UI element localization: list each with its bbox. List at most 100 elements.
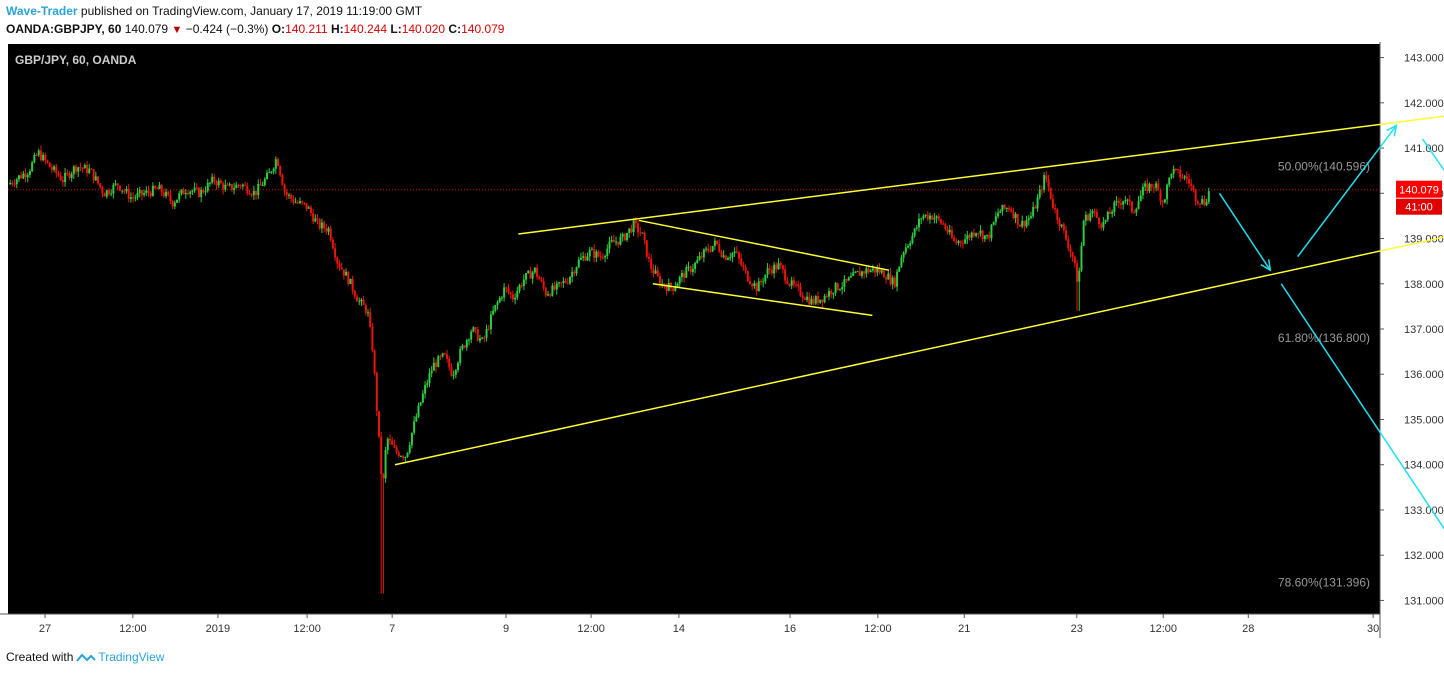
candle-body bbox=[1161, 201, 1164, 203]
candle-body bbox=[1080, 245, 1083, 271]
price-chart[interactable]: 143.000142.000141.000140.000139.000138.0… bbox=[0, 42, 1444, 638]
candle-body bbox=[687, 266, 690, 268]
candle-body bbox=[134, 197, 137, 199]
candle-body bbox=[1130, 201, 1133, 212]
candle-body bbox=[498, 297, 501, 303]
candle-body bbox=[255, 190, 258, 196]
down-triangle-icon: ▼ bbox=[171, 24, 183, 36]
candle-body bbox=[11, 182, 14, 184]
candle-body bbox=[915, 227, 918, 229]
candle-body bbox=[472, 327, 475, 332]
candle-body bbox=[630, 228, 633, 233]
candle-body bbox=[20, 175, 23, 179]
candle-body bbox=[992, 222, 995, 225]
candle-body bbox=[961, 242, 964, 244]
candle-body bbox=[149, 192, 152, 196]
candle-body bbox=[880, 270, 883, 273]
time-tick-label: 12:00 bbox=[119, 623, 147, 635]
candle-body bbox=[1091, 211, 1094, 214]
candle-body bbox=[382, 474, 385, 479]
candle-body bbox=[13, 183, 16, 185]
candle-body bbox=[683, 272, 686, 278]
candle-body bbox=[1139, 195, 1142, 202]
candle-body bbox=[878, 268, 881, 273]
projection-arrow[interactable] bbox=[1218, 192, 1271, 271]
candle-body bbox=[722, 255, 725, 257]
candle-body bbox=[367, 312, 370, 314]
trend-line[interactable] bbox=[652, 283, 873, 317]
candle-body bbox=[735, 251, 738, 253]
candle-body bbox=[1194, 189, 1197, 202]
candle-body bbox=[215, 181, 218, 186]
candle-body bbox=[582, 256, 585, 258]
candle-body bbox=[303, 202, 306, 204]
candle-body bbox=[593, 249, 596, 258]
candle-body bbox=[369, 312, 372, 327]
candle-body bbox=[825, 295, 828, 297]
candle-body bbox=[189, 191, 192, 194]
candle-body bbox=[1008, 208, 1011, 210]
time-tick-label: 7 bbox=[389, 623, 395, 635]
candle-body bbox=[26, 174, 29, 178]
candle-body bbox=[652, 268, 655, 274]
trend-line[interactable] bbox=[518, 103, 1444, 235]
projection-arrow[interactable] bbox=[1297, 124, 1398, 258]
candle-body bbox=[672, 288, 675, 291]
candle-body bbox=[623, 233, 626, 241]
candle-body bbox=[845, 279, 848, 281]
candle-body bbox=[691, 268, 694, 272]
candle-body bbox=[1054, 207, 1057, 210]
time-tick-label: 21 bbox=[958, 623, 970, 635]
candle-body bbox=[270, 171, 273, 173]
candle-body bbox=[1104, 219, 1107, 222]
candle-body bbox=[946, 228, 949, 233]
candle-body bbox=[92, 169, 95, 181]
candle-body bbox=[597, 251, 600, 257]
candle-body bbox=[863, 271, 866, 274]
last-price: 140.079 bbox=[124, 22, 169, 36]
candle-body bbox=[1071, 252, 1074, 257]
candle-body bbox=[680, 272, 683, 278]
candle-body bbox=[309, 207, 312, 214]
candle-body bbox=[1113, 201, 1116, 212]
candle-body bbox=[465, 340, 468, 348]
trend-line[interactable] bbox=[394, 216, 1444, 466]
projection-arrow[interactable] bbox=[1280, 283, 1444, 587]
candle-body bbox=[461, 345, 464, 350]
candle-body bbox=[50, 167, 53, 170]
candle-body bbox=[388, 438, 391, 441]
trend-line[interactable] bbox=[638, 219, 889, 271]
candle-body bbox=[375, 373, 378, 412]
candle-body bbox=[230, 184, 233, 190]
price-tick-label: 141.000 bbox=[1404, 143, 1444, 155]
candle-body bbox=[718, 243, 721, 252]
candle-body bbox=[957, 241, 960, 243]
candle-body bbox=[1108, 211, 1111, 214]
candle-body bbox=[125, 188, 128, 192]
candle-body bbox=[1159, 190, 1162, 202]
candle-body bbox=[1038, 189, 1041, 198]
candle-body bbox=[797, 284, 800, 287]
candle-body bbox=[788, 283, 791, 286]
fib-level-label: 61.80%(136.800) bbox=[1278, 331, 1370, 345]
candle-body bbox=[228, 184, 231, 186]
candle-body bbox=[162, 192, 165, 197]
plot-area[interactable] bbox=[8, 44, 1380, 614]
time-tick-label: 27 bbox=[39, 623, 51, 635]
projection-arrow[interactable] bbox=[1421, 138, 1444, 220]
candle-body bbox=[112, 184, 115, 194]
candle-body bbox=[1148, 183, 1151, 192]
candle-body bbox=[733, 251, 736, 254]
tradingview-link[interactable]: TradingView bbox=[98, 650, 165, 664]
author-link[interactable]: Wave-Trader bbox=[6, 4, 78, 18]
candle-body bbox=[61, 180, 64, 182]
candle-body bbox=[432, 362, 435, 371]
current-price-value: 140.079 bbox=[1399, 185, 1439, 197]
candle-body bbox=[803, 298, 806, 300]
candle-body bbox=[171, 200, 174, 207]
candle-body bbox=[305, 203, 308, 209]
candle-body bbox=[397, 452, 400, 457]
fib-level-label: 78.60%(131.396) bbox=[1278, 576, 1370, 590]
candle-body bbox=[384, 450, 387, 479]
candle-body bbox=[792, 280, 795, 285]
